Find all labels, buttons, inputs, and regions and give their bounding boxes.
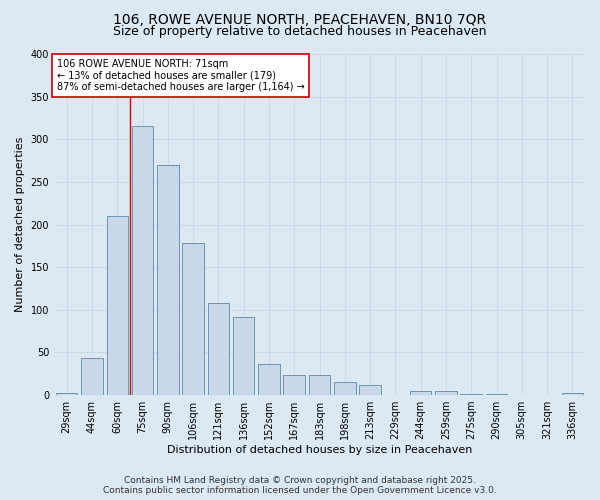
Bar	[56, 392, 77, 395]
Bar	[283, 376, 305, 395]
Text: 106 ROWE AVENUE NORTH: 71sqm
← 13% of detached houses are smaller (179)
87% of s: 106 ROWE AVENUE NORTH: 71sqm ← 13% of de…	[56, 59, 304, 92]
Bar	[233, 316, 254, 395]
Text: 106, ROWE AVENUE NORTH, PEACEHAVEN, BN10 7QR: 106, ROWE AVENUE NORTH, PEACEHAVEN, BN10…	[113, 12, 487, 26]
Bar	[435, 391, 457, 395]
Bar	[258, 364, 280, 395]
Bar	[334, 382, 356, 395]
Bar	[182, 244, 204, 395]
Bar	[486, 394, 507, 395]
Bar	[157, 165, 179, 395]
Text: Contains HM Land Registry data © Crown copyright and database right 2025.
Contai: Contains HM Land Registry data © Crown c…	[103, 476, 497, 495]
Bar	[359, 385, 381, 395]
Bar	[460, 394, 482, 395]
Bar	[107, 216, 128, 395]
X-axis label: Distribution of detached houses by size in Peacehaven: Distribution of detached houses by size …	[167, 445, 472, 455]
Bar	[562, 394, 583, 395]
Bar	[410, 391, 431, 395]
Bar	[81, 358, 103, 395]
Bar	[309, 376, 330, 395]
Y-axis label: Number of detached properties: Number of detached properties	[15, 137, 25, 312]
Text: Size of property relative to detached houses in Peacehaven: Size of property relative to detached ho…	[113, 25, 487, 38]
Bar	[208, 303, 229, 395]
Bar	[132, 126, 153, 395]
